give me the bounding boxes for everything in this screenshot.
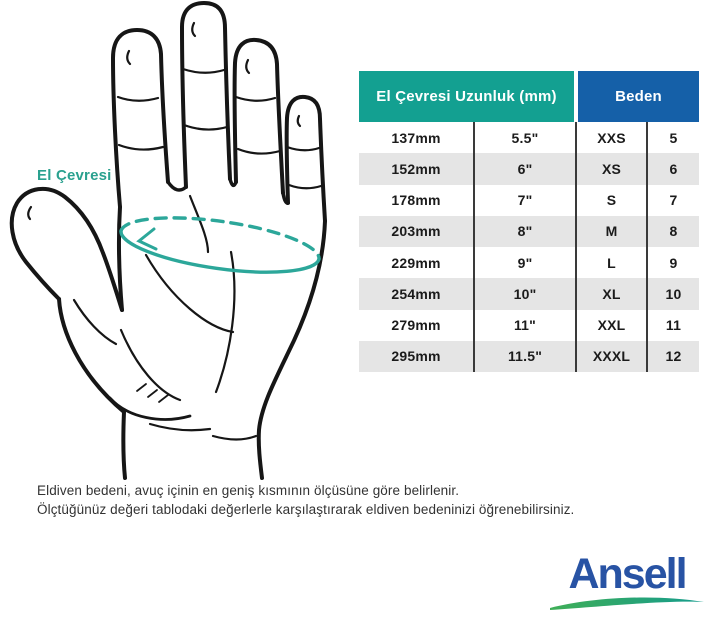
footnote-line1: Eldiven bedeni, avuç içinin en geniş kıs… (37, 483, 460, 498)
cell-in: 8" (475, 215, 577, 247)
cell-in: 7" (475, 184, 577, 216)
cell-mm: 254mm (359, 278, 475, 310)
cell-in: 11" (475, 309, 577, 341)
cell-size: L (577, 247, 648, 279)
table-body: 137mm 5.5" XXS 5 152mm 6" XS 6 178mm 7" S 7 203mm 8" M… (359, 122, 699, 372)
cell-size: M (577, 215, 648, 247)
table-row: 254mm 10" XL 10 (359, 278, 699, 310)
circumference-ellipse (119, 216, 321, 274)
table-header-size: Beden (578, 71, 699, 122)
table-header-row: El Çevresi Uzunluk (mm) Beden (359, 71, 699, 122)
ansell-logo-swoosh-icon (550, 597, 704, 610)
table-header-measure: El Çevresi Uzunluk (mm) (359, 71, 574, 122)
cell-mm: 295mm (359, 340, 475, 372)
table-row: 152mm 6" XS 6 (359, 153, 699, 185)
cell-mm: 178mm (359, 184, 475, 216)
cell-size: XS (577, 153, 648, 185)
table-row: 203mm 8" M 8 (359, 215, 699, 247)
cell-in: 10" (475, 278, 577, 310)
thumb (9, 186, 124, 312)
cell-num: 11 (665, 317, 682, 334)
footnote-line2: Ölçtüğünüz değeri tablodaki değerlerle k… (37, 502, 575, 517)
cell-size: S (577, 184, 648, 216)
ansell-logo: Ansell (548, 552, 706, 612)
cell-num: 8 (669, 223, 678, 240)
cell-mm: 137mm (359, 122, 475, 154)
index-finger (111, 28, 170, 209)
pinky-finger (284, 94, 327, 223)
table-row: 178mm 7" S 7 (359, 184, 699, 216)
footnote: Eldiven bedeni, avuç içinin en geniş kıs… (37, 481, 574, 519)
cell-mm: 229mm (359, 247, 475, 279)
cell-num: 7 (669, 192, 678, 209)
table-row: 229mm 9" L 9 (359, 247, 699, 279)
cell-mm: 279mm (359, 309, 475, 341)
ring-finger (232, 37, 285, 195)
cell-mm: 203mm (359, 215, 475, 247)
cell-in: 9" (475, 247, 577, 279)
table-row: 137mm 5.5" XXS 5 (359, 122, 699, 154)
size-table: El Çevresi Uzunluk (mm) Beden 137mm 5.5" X… (359, 71, 699, 372)
cell-num: 5 (669, 129, 678, 146)
ellipse-dashed-top (119, 216, 321, 261)
cell-size: XL (577, 278, 648, 310)
ansell-logo-text: Ansell (568, 550, 687, 598)
cell-mm: 152mm (359, 153, 475, 185)
cell-size: XXS (577, 122, 648, 154)
table-row: 279mm 11" XXL 11 (359, 309, 699, 341)
ellipse-arrowhead (136, 227, 158, 251)
table-row: 295mm 11.5" XXXL 12 (359, 340, 699, 372)
cell-num: 12 (665, 348, 682, 365)
cell-in: 11.5" (475, 340, 577, 372)
cell-in: 5.5" (475, 122, 577, 154)
cell-size: XXL (577, 309, 648, 341)
cell-size: XXXL (577, 340, 648, 372)
cell-in: 6" (475, 153, 577, 185)
middle-finger (180, 1, 232, 189)
circumference-label: El Çevresi (37, 167, 112, 184)
cell-num: 10 (665, 285, 682, 302)
cell-num: 6 (669, 160, 678, 177)
ellipse-solid-bottom (119, 229, 321, 274)
cell-num: 9 (669, 254, 678, 271)
hand-illustration (9, 1, 327, 480)
